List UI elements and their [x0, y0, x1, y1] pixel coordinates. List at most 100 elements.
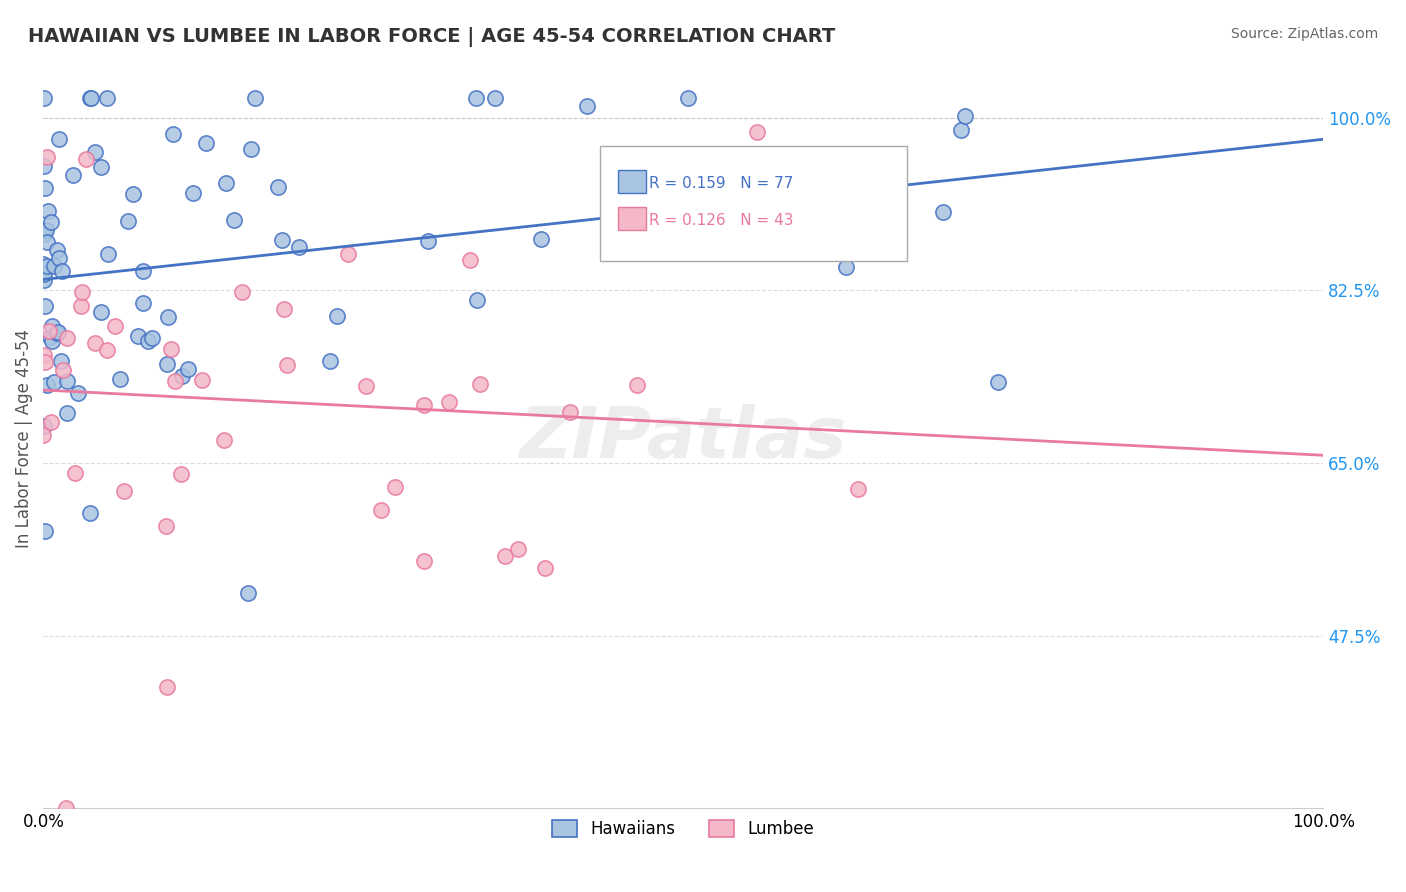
- Hawaiians: [575, 99, 598, 113]
- Hawaiians: [96, 91, 118, 105]
- Hawaiians: [46, 326, 69, 341]
- Lumbee: [39, 416, 62, 430]
- Text: R = 0.159   N = 77: R = 0.159 N = 77: [648, 176, 793, 191]
- Lumbee: [560, 404, 582, 418]
- Lumbee: [159, 342, 181, 356]
- Hawaiians: [37, 259, 59, 273]
- Hawaiians: [90, 160, 112, 174]
- Lumbee: [55, 801, 77, 815]
- Hawaiians: [39, 330, 62, 344]
- Y-axis label: In Labor Force | Age 45-54: In Labor Force | Age 45-54: [15, 329, 32, 548]
- Bar: [619, 170, 647, 193]
- Lumbee: [437, 395, 460, 409]
- Hawaiians: [326, 309, 349, 323]
- Hawaiians: [83, 145, 105, 160]
- Lumbee: [458, 252, 481, 267]
- Hawaiians: [141, 331, 163, 345]
- Hawaiians: [215, 176, 238, 190]
- Hawaiians: [465, 293, 488, 308]
- Hawaiians: [127, 329, 149, 343]
- Hawaiians: [222, 213, 245, 227]
- Hawaiians: [156, 310, 179, 324]
- Lumbee: [96, 343, 118, 357]
- Text: HAWAIIAN VS LUMBEE IN LABOR FORCE | AGE 45-54 CORRELATION CHART: HAWAIIAN VS LUMBEE IN LABOR FORCE | AGE …: [28, 27, 835, 46]
- Hawaiians: [465, 91, 488, 105]
- Hawaiians: [46, 326, 69, 340]
- Lumbee: [276, 359, 298, 373]
- Lumbee: [104, 319, 127, 334]
- Lumbee: [34, 355, 56, 369]
- Lumbee: [83, 335, 105, 350]
- Hawaiians: [32, 227, 55, 242]
- Hawaiians: [32, 159, 55, 173]
- Lumbee: [354, 379, 377, 393]
- Hawaiians: [530, 232, 553, 246]
- Legend: Hawaiians, Lumbee: Hawaiians, Lumbee: [546, 813, 821, 845]
- Lumbee: [63, 466, 86, 480]
- Hawaiians: [950, 123, 973, 137]
- Hawaiians: [62, 168, 84, 182]
- Hawaiians: [41, 319, 63, 334]
- Hawaiians: [32, 418, 55, 433]
- Lumbee: [846, 482, 869, 496]
- Hawaiians: [108, 371, 131, 385]
- Hawaiians: [35, 378, 58, 392]
- Hawaiians: [239, 143, 262, 157]
- Lumbee: [384, 480, 406, 494]
- Hawaiians: [953, 109, 976, 123]
- Lumbee: [69, 299, 91, 313]
- Lumbee: [273, 301, 295, 316]
- Hawaiians: [34, 299, 56, 313]
- Hawaiians: [56, 375, 79, 389]
- Hawaiians: [181, 186, 204, 200]
- Hawaiians: [79, 91, 101, 105]
- Lumbee: [70, 285, 93, 299]
- Hawaiians: [35, 223, 58, 237]
- Hawaiians: [45, 244, 67, 258]
- Lumbee: [508, 542, 530, 557]
- Hawaiians: [37, 203, 59, 218]
- Lumbee: [112, 483, 135, 498]
- Lumbee: [32, 428, 55, 442]
- Lumbee: [212, 433, 235, 447]
- Lumbee: [163, 374, 186, 388]
- Lumbee: [37, 150, 59, 164]
- Lumbee: [747, 125, 769, 139]
- Lumbee: [412, 399, 434, 413]
- Lumbee: [156, 680, 179, 694]
- Hawaiians: [35, 235, 58, 249]
- Hawaiians: [32, 257, 55, 271]
- Hawaiians: [195, 136, 218, 150]
- Hawaiians: [34, 181, 56, 195]
- Lumbee: [626, 377, 648, 392]
- Hawaiians: [176, 362, 198, 376]
- Lumbee: [32, 348, 55, 362]
- Hawaiians: [162, 127, 184, 141]
- Lumbee: [494, 549, 516, 563]
- Hawaiians: [42, 375, 65, 389]
- Lumbee: [231, 285, 253, 299]
- Lumbee: [370, 503, 392, 517]
- Hawaiians: [32, 268, 55, 282]
- Hawaiians: [172, 368, 194, 383]
- Hawaiians: [117, 213, 139, 227]
- Hawaiians: [243, 91, 266, 105]
- Text: Source: ZipAtlas.com: Source: ZipAtlas.com: [1230, 27, 1378, 41]
- Text: R = 0.126   N = 43: R = 0.126 N = 43: [648, 213, 793, 227]
- Lumbee: [533, 561, 555, 575]
- Hawaiians: [236, 586, 259, 600]
- Hawaiians: [34, 91, 56, 105]
- Hawaiians: [42, 259, 65, 273]
- Hawaiians: [138, 334, 160, 348]
- Lumbee: [191, 373, 214, 387]
- Hawaiians: [932, 204, 955, 219]
- Hawaiians: [156, 358, 179, 372]
- Hawaiians: [319, 353, 342, 368]
- Hawaiians: [34, 524, 56, 538]
- Hawaiians: [122, 186, 145, 201]
- Hawaiians: [41, 334, 63, 348]
- Hawaiians: [79, 506, 101, 520]
- Lumbee: [52, 363, 75, 377]
- Lumbee: [468, 377, 491, 392]
- Hawaiians: [97, 246, 120, 260]
